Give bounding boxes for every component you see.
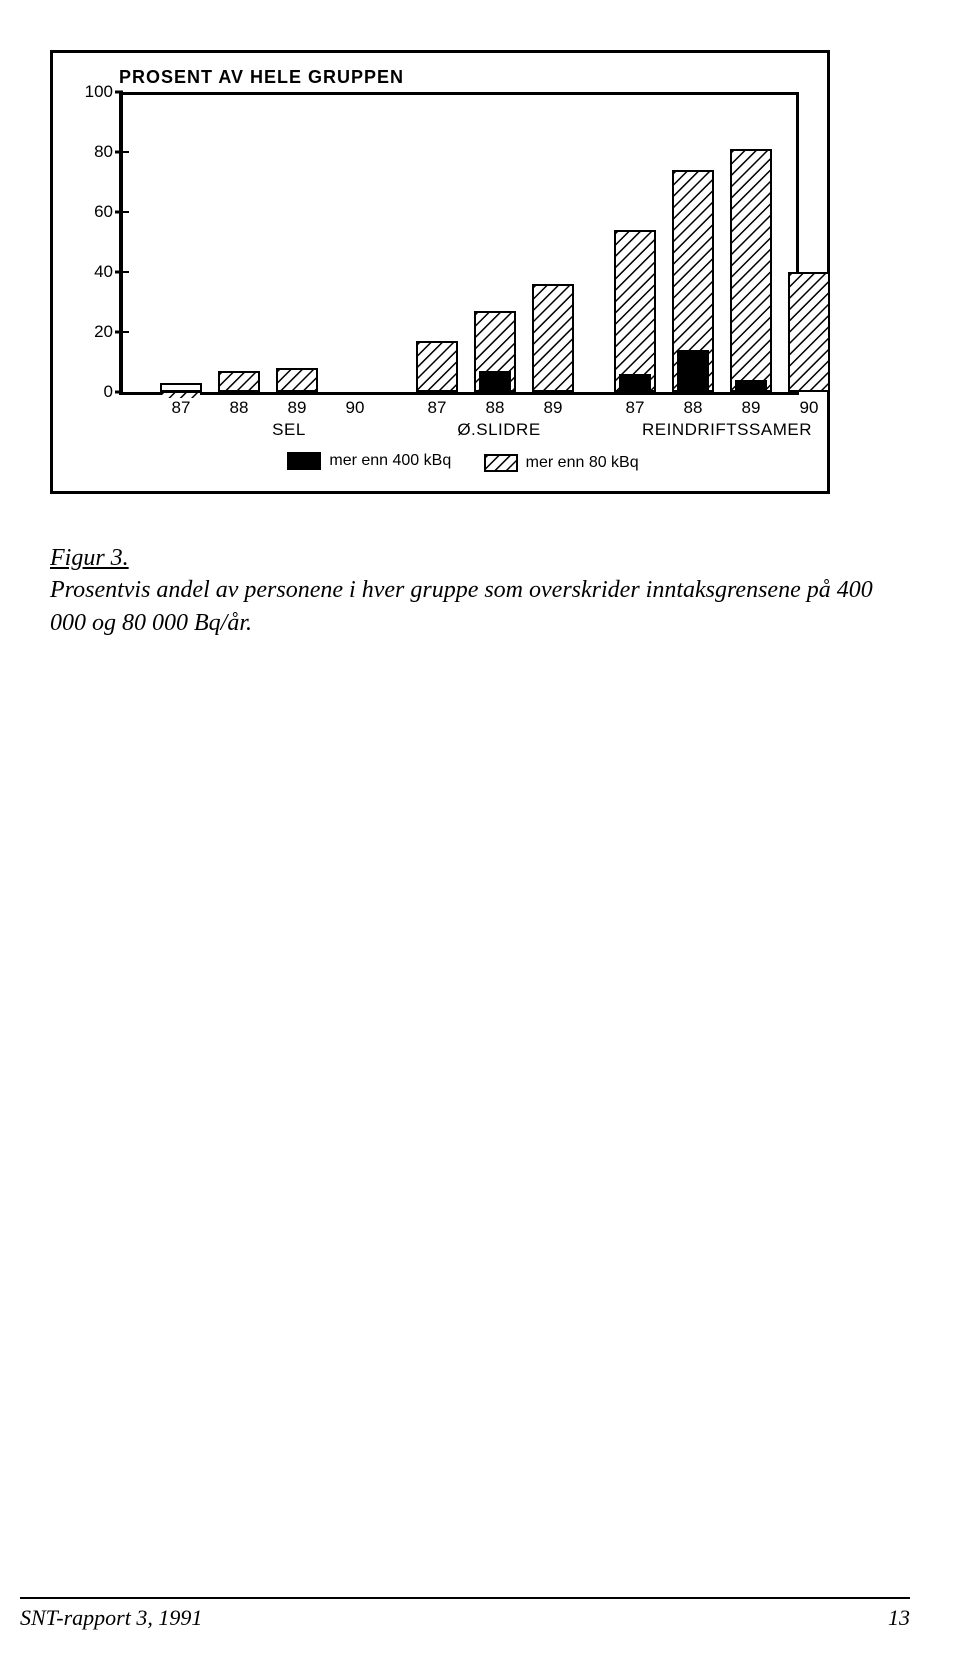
y-tick-mark xyxy=(115,271,123,274)
legend-label: mer enn 400 kBq xyxy=(329,452,451,470)
figure-caption: Figur 3. Prosentvis andel av personene i… xyxy=(50,542,890,639)
y-tick-mark xyxy=(115,151,123,154)
x-tick-label: 89 xyxy=(742,398,761,418)
y-tick-inner xyxy=(123,211,129,213)
y-tick-mark xyxy=(115,391,123,394)
x-tick-label: 88 xyxy=(486,398,505,418)
footer-left: SNT-rapport 3, 1991 xyxy=(20,1605,202,1631)
y-tick-label: 100 xyxy=(73,82,113,102)
x-tick-label: 87 xyxy=(626,398,645,418)
bar-hatched xyxy=(160,92,202,392)
y-axis xyxy=(119,92,123,392)
legend-item-400: mer enn 400 kBq xyxy=(287,452,451,470)
bar-solid xyxy=(735,92,768,392)
figure-label: Figur 3. xyxy=(50,545,129,571)
y-tick-inner xyxy=(123,271,129,273)
y-tick-mark xyxy=(115,91,123,94)
y-tick-mark xyxy=(115,211,123,214)
y-tick-label: 80 xyxy=(73,142,113,162)
group-label: REINDRIFTSSAMER xyxy=(642,420,812,440)
legend-label: mer enn 80 kBq xyxy=(526,454,639,472)
bar-solid xyxy=(619,92,652,392)
legend: mer enn 400 kBq mer enn 80 kBq xyxy=(73,452,807,475)
legend-swatch-solid xyxy=(287,452,321,470)
page-footer: SNT-rapport 3, 1991 13 xyxy=(20,1597,910,1631)
x-tick-label: 90 xyxy=(800,398,819,418)
bar-hatched xyxy=(532,92,574,392)
y-tick-label: 20 xyxy=(73,322,113,342)
figure-caption-text: Prosentvis andel av personene i hver gru… xyxy=(50,577,873,635)
group-label: Ø.SLIDRE xyxy=(457,420,540,440)
y-tick-label: 40 xyxy=(73,262,113,282)
x-tick-label: 88 xyxy=(684,398,703,418)
y-tick-label: 0 xyxy=(73,382,113,402)
bar-hatched xyxy=(218,92,260,392)
x-tick-label: 87 xyxy=(428,398,447,418)
bar-hatched xyxy=(276,92,318,392)
x-tick-label: 87 xyxy=(172,398,191,418)
bar-solid xyxy=(479,92,512,392)
bar-solid xyxy=(677,92,710,392)
y-tick-label: 60 xyxy=(73,202,113,222)
x-tick-label: 89 xyxy=(288,398,307,418)
footer-rule xyxy=(20,1597,910,1599)
bar-hatched xyxy=(788,92,830,392)
chart-frame: PROSENT AV HELE GRUPPEN 0 20 40 60 80 100 87 8… xyxy=(50,50,830,494)
y-tick-inner xyxy=(123,331,129,333)
legend-item-80: mer enn 80 kBq xyxy=(484,454,639,472)
legend-swatch-hatch xyxy=(484,454,518,472)
bar-hatched xyxy=(416,92,458,392)
x-tick-label: 90 xyxy=(346,398,365,418)
chart-area: 020406080100 8788899087888987888990 SELØ… xyxy=(73,92,807,452)
x-tick-label: 88 xyxy=(230,398,249,418)
y-tick-inner xyxy=(123,151,129,153)
chart-title: PROSENT AV HELE GRUPPEN xyxy=(119,67,807,88)
y-tick-mark xyxy=(115,331,123,334)
x-tick-label: 89 xyxy=(544,398,563,418)
footer-page-number: 13 xyxy=(888,1605,910,1631)
group-label: SEL xyxy=(272,420,306,440)
